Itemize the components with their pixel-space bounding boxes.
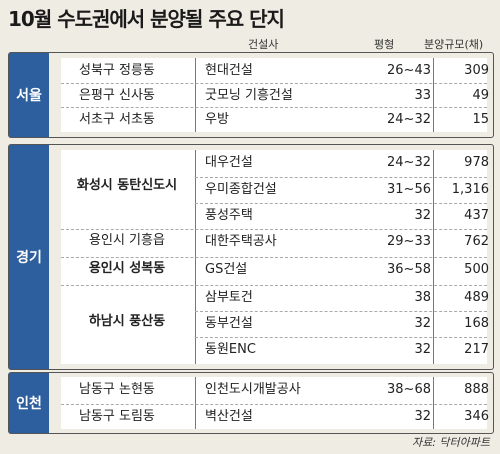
builder-cell: 우미종합건설 bbox=[205, 182, 277, 197]
table-row: 은평구 신사동 굿모닝 기흥건설 33 49 bbox=[61, 83, 489, 108]
table-row: 동부건설 32 168 bbox=[195, 311, 489, 336]
size-cell: 36~58 bbox=[387, 262, 431, 277]
group-seoul: 서울 성북구 정릉동 현대건설 26~43 309 은평구 신사동 굿모닝 기흥… bbox=[8, 52, 494, 138]
complex-cell: 하남시 풍산동 bbox=[88, 314, 166, 329]
size-cell: 32 bbox=[414, 342, 431, 357]
size-cell: 38~68 bbox=[387, 382, 431, 397]
size-cell: 38 bbox=[414, 290, 431, 305]
units-cell: 489 bbox=[464, 290, 489, 305]
table-row: 남동구 도림동 벽산건설 32 346 bbox=[61, 404, 489, 429]
size-cell: 29~33 bbox=[387, 234, 431, 249]
table-row: 풍성주택 32 437 bbox=[195, 203, 489, 228]
units-cell: 309 bbox=[464, 63, 489, 78]
table-row: 남동구 논현동 인천도시개발공사 38~68 888 bbox=[61, 378, 489, 402]
table-row: 대한주택공사 29~33 762 bbox=[61, 229, 489, 254]
table-title: 10월 수도권에서 분양될 주요 단지 bbox=[8, 7, 285, 31]
builder-cell: 벽산건설 bbox=[205, 409, 253, 424]
complex-cell: 남동구 도림동 bbox=[79, 409, 155, 424]
header-size: 평형 bbox=[374, 38, 395, 51]
complex-cell: 용인시 성복동 bbox=[88, 261, 166, 276]
size-cell: 32 bbox=[414, 316, 431, 331]
group-gyeonggi: 경기 화성시 동탄신도시 용인시 기흥읍 용인시 성복동 하남시 풍산동 대우건… bbox=[8, 144, 494, 370]
group-incheon: 인천 남동구 논현동 인천도시개발공사 38~68 888 남동구 도림동 벽산… bbox=[8, 372, 494, 434]
column-divider bbox=[195, 58, 196, 132]
builder-cell: 대한주택공사 bbox=[205, 234, 277, 249]
builder-cell: GS건설 bbox=[205, 262, 248, 277]
units-cell: 49 bbox=[472, 88, 489, 103]
header-units: 분양규모(채) bbox=[424, 38, 484, 51]
source-note: 자료: 닥터아파트 bbox=[411, 436, 490, 449]
group-table: 성북구 정릉동 현대건설 26~43 309 은평구 신사동 굿모닝 기흥건설 … bbox=[61, 58, 489, 132]
table-row: 서초구 서초동 우방 24~32 15 bbox=[61, 107, 489, 132]
units-cell: 217 bbox=[464, 342, 489, 357]
table-row: 동원ENC 32 217 bbox=[195, 337, 489, 362]
size-cell: 32 bbox=[414, 208, 431, 223]
size-cell: 33 bbox=[414, 88, 431, 103]
units-cell: 346 bbox=[464, 409, 489, 424]
table-row: 대우건설 24~32 978 bbox=[61, 151, 489, 175]
units-cell: 888 bbox=[464, 382, 489, 397]
units-cell: 168 bbox=[464, 316, 489, 331]
group-table: 남동구 논현동 인천도시개발공사 38~68 888 남동구 도림동 벽산건설 … bbox=[61, 377, 489, 429]
builder-cell: 현대건설 bbox=[205, 63, 253, 78]
group-table: 화성시 동탄신도시 용인시 기흥읍 용인시 성복동 하남시 풍산동 대우건설 2… bbox=[61, 150, 489, 364]
region-label: 경기 bbox=[9, 145, 49, 369]
column-divider bbox=[195, 377, 196, 429]
units-cell: 1,316 bbox=[451, 182, 489, 197]
region-label: 서울 bbox=[9, 53, 49, 137]
region-label: 인천 bbox=[9, 373, 49, 433]
table-row: 삼부토건 38 489 bbox=[61, 285, 489, 310]
size-cell: 26~43 bbox=[387, 63, 431, 78]
table-row: 우미종합건설 31~56 1,316 bbox=[195, 177, 489, 202]
complex-cell: 은평구 신사동 bbox=[79, 88, 155, 103]
size-cell: 31~56 bbox=[387, 182, 431, 197]
builder-cell: 대우건설 bbox=[205, 155, 253, 170]
builder-cell: 굿모닝 기흥건설 bbox=[205, 88, 293, 103]
units-cell: 437 bbox=[464, 208, 489, 223]
builder-cell: 삼부토건 bbox=[205, 290, 253, 305]
column-divider bbox=[433, 377, 434, 429]
complex-cell: 서초구 서초동 bbox=[79, 112, 155, 127]
complex-cell: 남동구 논현동 bbox=[79, 382, 155, 397]
complex-cell: 성북구 정릉동 bbox=[79, 63, 155, 78]
size-cell: 32 bbox=[414, 409, 431, 424]
builder-cell: 우방 bbox=[205, 112, 229, 127]
units-cell: 15 bbox=[472, 112, 489, 127]
header-builder: 건설사 bbox=[248, 38, 279, 51]
size-cell: 24~32 bbox=[387, 155, 431, 170]
units-cell: 762 bbox=[464, 234, 489, 249]
builder-cell: 동원ENC bbox=[205, 342, 256, 357]
builder-cell: 인천도시개발공사 bbox=[205, 382, 301, 397]
table-row: 성북구 정릉동 현대건설 26~43 309 bbox=[61, 59, 489, 83]
table-row: GS건설 36~58 500 bbox=[61, 257, 489, 282]
column-divider bbox=[433, 58, 434, 132]
complex-cell: 용인시 기흥읍 bbox=[89, 233, 165, 248]
builder-cell: 동부건설 bbox=[205, 316, 253, 331]
size-cell: 24~32 bbox=[387, 112, 431, 127]
units-cell: 500 bbox=[464, 262, 489, 277]
builder-cell: 풍성주택 bbox=[205, 208, 253, 223]
units-cell: 978 bbox=[464, 155, 489, 170]
complex-cell: 화성시 동탄신도시 bbox=[76, 178, 178, 193]
